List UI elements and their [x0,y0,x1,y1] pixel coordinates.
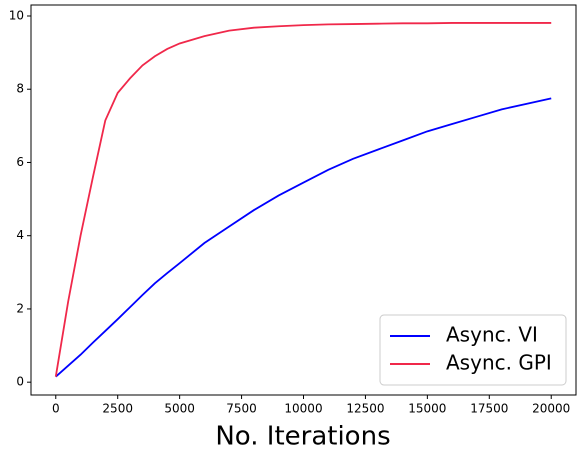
series-line [55,97,552,378]
y-tick-label: 2 [16,301,24,315]
series-line [54,22,552,377]
plot-frame [30,4,577,396]
y-tick-label: 6 [16,155,24,169]
x-tick-label: 12500 [346,402,384,416]
x-tick-label: 10000 [284,402,322,416]
x-tick-label: 20000 [532,402,570,416]
x-tick-label: 5000 [164,402,195,416]
y-tick-label: 8 [16,82,24,96]
legend-label: Async. VI [446,323,538,347]
y-tick-label: 0 [16,375,24,389]
y-tick-label: 4 [16,228,24,242]
x-axis-label: No. Iterations [215,422,390,450]
x-tick-label: 15000 [408,402,446,416]
x-tick-label: 0 [52,402,60,416]
x-tick-label: 2500 [102,402,133,416]
x-tick-label: 17500 [470,402,508,416]
legend-label: Async. GPI [446,351,552,375]
y-tick-label: 10 [9,8,24,22]
legend-box [379,314,567,386]
x-tick-label: 7500 [226,402,257,416]
